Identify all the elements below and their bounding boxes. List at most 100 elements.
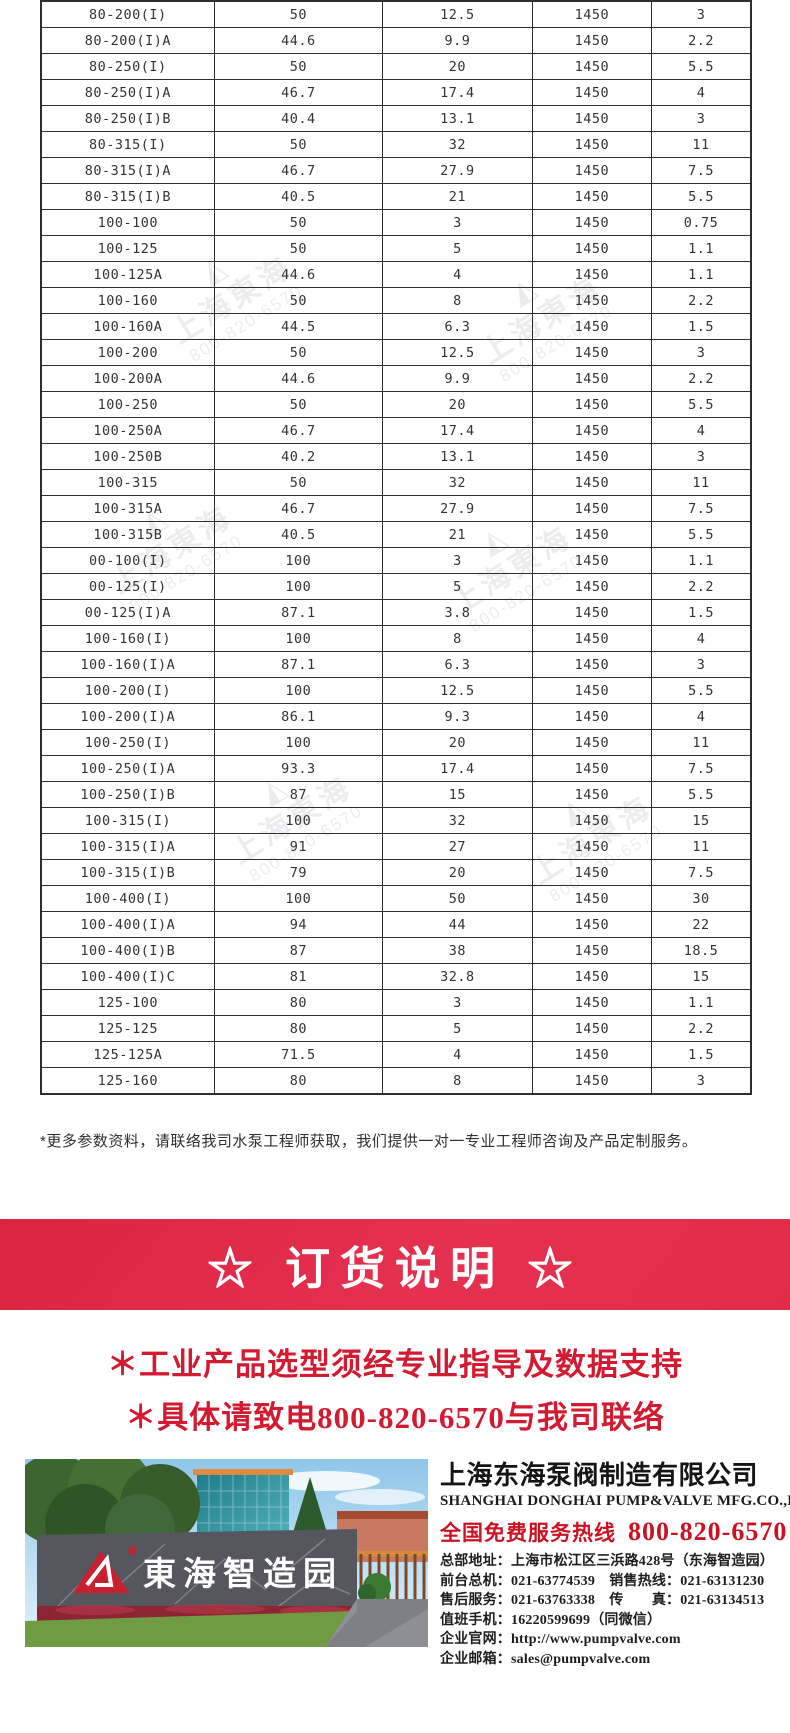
table-cell: 125-160: [40, 1067, 215, 1095]
table-cell: 12.5: [382, 0, 533, 28]
table-row: 125-100 80 3 1450 1.1: [40, 989, 752, 1016]
selection-warnings: ＊工业产品选型须经专业指导及数据支持 ＊具体请致电800-820-6570与我司…: [0, 1338, 790, 1444]
table-cell: 87: [213, 781, 384, 808]
table-cell: 3.8: [382, 599, 533, 626]
table-cell: 1450: [531, 781, 653, 808]
table-row: 100-160(I)A 87.1 6.3 1450 3: [40, 651, 752, 678]
table-cell: 100-250B: [40, 443, 215, 470]
table-cell: 100: [213, 729, 384, 756]
table-cell: 20: [382, 729, 533, 756]
table-cell: 1450: [531, 27, 653, 54]
table-cell: 7.5: [651, 755, 752, 782]
table-cell: 80-315(I): [40, 131, 215, 158]
table-cell: 100-160(I)A: [40, 651, 215, 678]
table-cell: 1450: [531, 1015, 653, 1042]
table-cell: 1450: [531, 573, 653, 600]
table-cell: 1450: [531, 287, 653, 314]
table-row: 00-125(I)A 87.1 3.8 1450 1.5: [40, 599, 752, 626]
table-cell: 100-315(I)A: [40, 833, 215, 860]
table-cell: 80-315(I)B: [40, 183, 215, 210]
table-cell: 1450: [531, 833, 653, 860]
table-cell: 1450: [531, 599, 653, 626]
table-cell: 100-315A: [40, 495, 215, 522]
table-cell: 32.8: [382, 963, 533, 990]
table-row: 00-125(I) 100 5 1450 2.2: [40, 573, 752, 600]
table-cell: 100: [213, 885, 384, 912]
table-row: 100-315(I)A 91 27 1450 11: [40, 833, 752, 860]
table-cell: 9.3: [382, 703, 533, 730]
table-cell: 9.9: [382, 27, 533, 54]
table-cell: 44.5: [213, 313, 384, 340]
table-row: 100-250(I)B 87 15 1450 5.5: [40, 781, 752, 808]
table-cell: 44: [382, 911, 533, 938]
table-cell: 1450: [531, 339, 653, 366]
table-cell: 5: [382, 235, 533, 262]
table-cell: 50: [213, 53, 384, 80]
table-cell: 21: [382, 183, 533, 210]
table-cell: 46.7: [213, 495, 384, 522]
table-row: 80-315(I)A 46.7 27.9 1450 7.5: [40, 157, 752, 184]
table-cell: 1450: [531, 885, 653, 912]
table-cell: 1450: [531, 703, 653, 730]
table-cell: 1450: [531, 209, 653, 236]
table-cell: 12.5: [382, 677, 533, 704]
table-cell: 32: [382, 807, 533, 834]
table-cell: 100-250(I): [40, 729, 215, 756]
table-cell: 100-250(I)B: [40, 781, 215, 808]
table-cell: 125-100: [40, 989, 215, 1016]
table-cell: 8: [382, 625, 533, 652]
table-cell: 44.6: [213, 365, 384, 392]
table-row: 100-400(I) 100 50 1450 30: [40, 885, 752, 912]
table-cell: 11: [651, 131, 752, 158]
table-cell: 80-250(I): [40, 53, 215, 80]
table-cell: 100-100: [40, 209, 215, 236]
table-row: 125-160 80 8 1450 3: [40, 1067, 752, 1095]
table-cell: 1450: [531, 807, 653, 834]
table-row: 100-400(I)A 94 44 1450 22: [40, 911, 752, 938]
table-cell: 79: [213, 859, 384, 886]
company-website-link[interactable]: 企业官网：http://www.pumpvalve.com: [440, 1632, 681, 1647]
table-row: 100-315(I)B 79 20 1450 7.5: [40, 859, 752, 886]
company-email-link[interactable]: 企业邮箱：sales@pumpvalve.com: [440, 1651, 651, 1667]
table-cell: 1450: [531, 1067, 653, 1095]
more-params-note: *更多参数资料，请联络我司水泵工程师获取，我们提供一对一专业工程师咨询及产品定制…: [40, 1133, 698, 1150]
table-cell: 100-250: [40, 391, 215, 418]
table-cell: 1450: [531, 859, 653, 886]
contact-details: 总部地址：上海市松江区三浜路428号（东海智造园） 前台总机：021-63774…: [440, 1552, 775, 1669]
table-cell: 50: [213, 287, 384, 314]
table-row: 80-200(I) 50 12.5 1450 3: [40, 0, 752, 28]
table-cell: 15: [651, 963, 752, 990]
table-cell: 3: [382, 989, 533, 1016]
table-cell: 1.1: [651, 235, 752, 262]
table-cell: 100-200A: [40, 365, 215, 392]
table-cell: 1.5: [651, 1041, 752, 1068]
table-cell: 7.5: [651, 859, 752, 886]
table-cell: 3: [651, 339, 752, 366]
stone-wall: [37, 1529, 357, 1619]
table-cell: 40.5: [213, 183, 384, 210]
table-cell: 4: [651, 417, 752, 444]
table-cell: 1450: [531, 183, 653, 210]
table-row: 00-100(I) 100 3 1450 1.1: [40, 547, 752, 574]
park-sign-text: 東海智造园: [143, 1555, 343, 1592]
table-cell: 17.4: [382, 79, 533, 106]
company-info: 上海东海泵阀制造有限公司 SHANGHAI DONGHAI PUMP&VALVE…: [440, 1459, 790, 1669]
table-cell: 1450: [531, 1041, 653, 1068]
company-name-en: SHANGHAI DONGHAI PUMP&VALVE MFG.CO.,LTD.: [440, 1493, 790, 1509]
table-cell: 4: [382, 1041, 533, 1068]
table-cell: 17.4: [382, 417, 533, 444]
table-cell: 4: [382, 261, 533, 288]
table-cell: 100-315B: [40, 521, 215, 548]
table-row: 100-200A 44.6 9.9 1450 2.2: [40, 365, 752, 392]
table-row: 100-125A 44.6 4 1450 1.1: [40, 261, 752, 288]
table-cell: 100-315(I): [40, 807, 215, 834]
table-cell: 13.1: [382, 105, 533, 132]
table-cell: 4: [651, 79, 752, 106]
table-row: 100-250B 40.2 13.1 1450 3: [40, 443, 752, 470]
table-cell: 1.5: [651, 599, 752, 626]
table-cell: 17.4: [382, 755, 533, 782]
table-cell: 100: [213, 573, 384, 600]
table-cell: 27: [382, 833, 533, 860]
table-cell: 1.1: [651, 547, 752, 574]
table-cell: 8: [382, 1067, 533, 1095]
